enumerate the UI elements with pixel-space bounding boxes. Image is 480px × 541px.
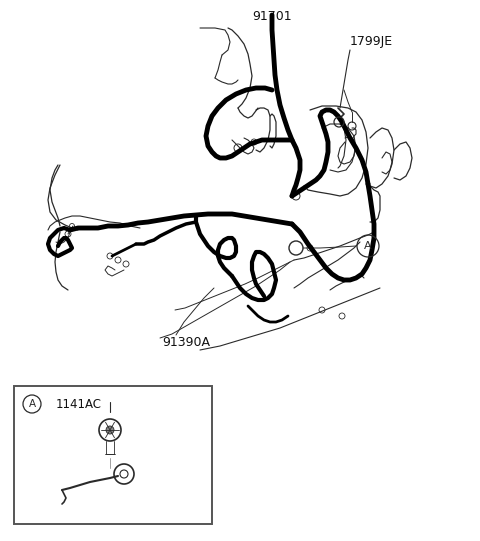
Bar: [14, 386, 212, 524]
Text: 1141AC: 1141AC: [56, 399, 102, 412]
Text: 91701: 91701: [252, 10, 292, 23]
Text: 91390A: 91390A: [162, 336, 210, 349]
Circle shape: [106, 426, 114, 434]
Text: A: A: [28, 399, 36, 409]
Text: 1799JE: 1799JE: [350, 36, 393, 49]
Text: A: A: [364, 241, 372, 251]
